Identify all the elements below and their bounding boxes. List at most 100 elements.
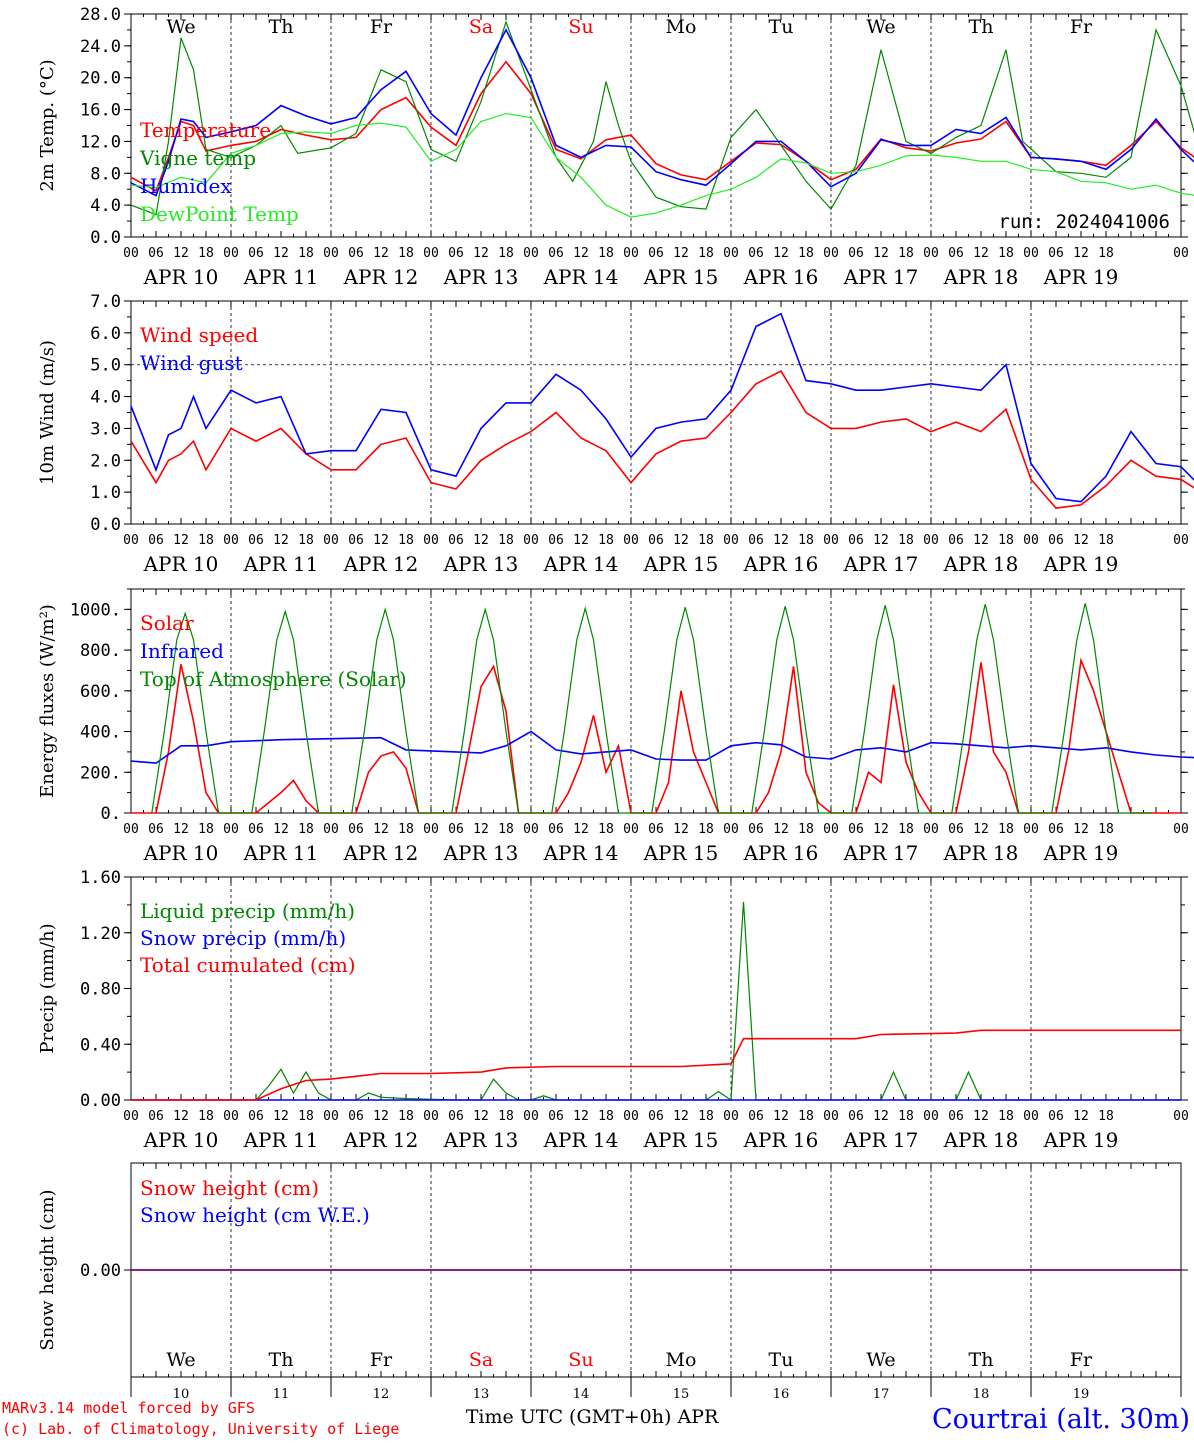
hour-tick-label: 12 <box>1073 1109 1089 1124</box>
day-name-label: Su <box>568 1349 593 1371</box>
legend-entry: Snow height (cm) <box>140 1176 319 1200</box>
hour-tick-label: 00 <box>523 533 539 548</box>
hour-tick-label: 18 <box>598 246 614 261</box>
hour-tick-label: 06 <box>348 246 364 261</box>
y-axis-label: Energy fluxes (W/m²) <box>37 604 58 798</box>
hour-tick-label: 06 <box>248 533 264 548</box>
hour-tick-label: 06 <box>948 533 964 548</box>
hour-tick-label: 18 <box>298 1109 314 1124</box>
hour-tick-label: 12 <box>373 822 389 837</box>
date-label: APR 11 <box>243 1128 319 1152</box>
hour-tick-label: 18 <box>198 533 214 548</box>
date-label: APR 17 <box>843 265 919 289</box>
day-name-label: Su <box>568 16 593 38</box>
series-line <box>130 28 1194 197</box>
hour-tick-label: 12 <box>173 246 189 261</box>
day-name-label: Tu <box>769 16 794 38</box>
hour-tick-label: 06 <box>348 1109 364 1124</box>
hour-tick-label: 00 <box>923 533 939 548</box>
hour-tick-label: 18 <box>198 246 214 261</box>
hour-tick-label: 06 <box>648 1109 664 1124</box>
day-number-label: 13 <box>473 1387 490 1402</box>
time-axis-label: Time UTC (GMT+0h) APR <box>466 1406 719 1428</box>
y-tick-label: 0.00 <box>80 1261 121 1281</box>
hour-tick-label: 06 <box>148 822 164 837</box>
hour-tick-label: 18 <box>798 1109 814 1124</box>
hour-tick-label: 06 <box>748 822 764 837</box>
day-name-label: Sa <box>469 16 493 38</box>
hour-tick-label: 12 <box>1073 822 1089 837</box>
day-name-label: Sa <box>469 1349 493 1371</box>
hour-tick-label: 00 <box>223 246 239 261</box>
hour-tick-label: 06 <box>948 246 964 261</box>
hour-tick-label: 12 <box>273 246 289 261</box>
hour-tick-label: 06 <box>248 822 264 837</box>
y-tick-label: 8.0 <box>90 164 121 184</box>
hour-tick-label: 00 <box>123 533 139 548</box>
hour-tick-label: 12 <box>773 1109 789 1124</box>
day-number-label: 10 <box>173 1387 190 1402</box>
hour-tick-label: 00 <box>623 246 639 261</box>
hour-tick-label: 12 <box>373 533 389 548</box>
hour-tick-label: 00 <box>1173 1109 1189 1124</box>
date-label: APR 19 <box>1043 265 1119 289</box>
hour-tick-label: 06 <box>1048 246 1064 261</box>
hour-tick-label: 00 <box>223 822 239 837</box>
hour-tick-label: 00 <box>823 1109 839 1124</box>
hour-tick-label: 00 <box>523 822 539 837</box>
date-label: APR 14 <box>543 1128 619 1152</box>
day-number-label: 18 <box>973 1387 990 1402</box>
hour-tick-label: 12 <box>873 1109 889 1124</box>
hour-tick-label: 06 <box>1048 822 1064 837</box>
station-label: Courtrai (alt. 30m) <box>932 1404 1190 1435</box>
series-line <box>151 603 1152 814</box>
date-label: APR 16 <box>743 1128 819 1152</box>
hour-tick-label: 00 <box>423 822 439 837</box>
hour-tick-label: 00 <box>823 822 839 837</box>
hour-tick-label: 12 <box>573 533 589 548</box>
day-name-label: Mo <box>666 16 697 38</box>
date-label: APR 12 <box>343 265 419 289</box>
y-tick-label: 0. <box>101 804 121 824</box>
y-tick-label: 0.40 <box>80 1035 121 1055</box>
hour-tick-label: 18 <box>498 246 514 261</box>
date-label: APR 15 <box>643 1128 719 1152</box>
hour-tick-label: 00 <box>123 1109 139 1124</box>
hour-tick-label: 12 <box>673 822 689 837</box>
hour-tick-label: 18 <box>698 533 714 548</box>
hour-tick-label: 18 <box>198 1109 214 1124</box>
hour-tick-label: 00 <box>1023 246 1039 261</box>
y-tick-label: 1000. <box>70 600 121 620</box>
y-tick-label: 400. <box>80 723 121 743</box>
date-label: APR 16 <box>743 841 819 865</box>
date-label: APR 13 <box>443 1128 519 1152</box>
date-label: APR 19 <box>1043 1128 1119 1152</box>
hour-tick-label: 06 <box>248 246 264 261</box>
day-name-label: We <box>166 1349 195 1371</box>
legend-entry: Wind gust <box>140 351 243 375</box>
day-name-label: Th <box>269 1349 294 1371</box>
hour-tick-label: 12 <box>273 822 289 837</box>
y-tick-label: 6.0 <box>90 324 121 344</box>
hour-tick-label: 12 <box>773 246 789 261</box>
y-tick-label: 600. <box>80 682 121 702</box>
legend-entry: Humidex <box>140 174 232 198</box>
hour-tick-label: 06 <box>448 1109 464 1124</box>
hour-tick-label: 12 <box>473 1109 489 1124</box>
hour-tick-label: 18 <box>998 533 1014 548</box>
hour-tick-label: 12 <box>473 822 489 837</box>
legend-entry: Snow precip (mm/h) <box>140 926 346 950</box>
day-name-label: Mo <box>666 1349 697 1371</box>
day-name-label: Fr <box>370 1349 393 1371</box>
day-name-label: Fr <box>1070 1349 1093 1371</box>
hour-tick-label: 18 <box>698 246 714 261</box>
hour-tick-label: 00 <box>323 246 339 261</box>
legend-entry: Wind speed <box>140 323 258 347</box>
hour-tick-label: 00 <box>823 533 839 548</box>
hour-tick-label: 06 <box>748 1109 764 1124</box>
hour-tick-label: 00 <box>623 822 639 837</box>
y-axis-label: Precip (mm/h) <box>37 923 58 1053</box>
hour-tick-label: 18 <box>398 1109 414 1124</box>
date-label: APR 18 <box>943 841 1019 865</box>
